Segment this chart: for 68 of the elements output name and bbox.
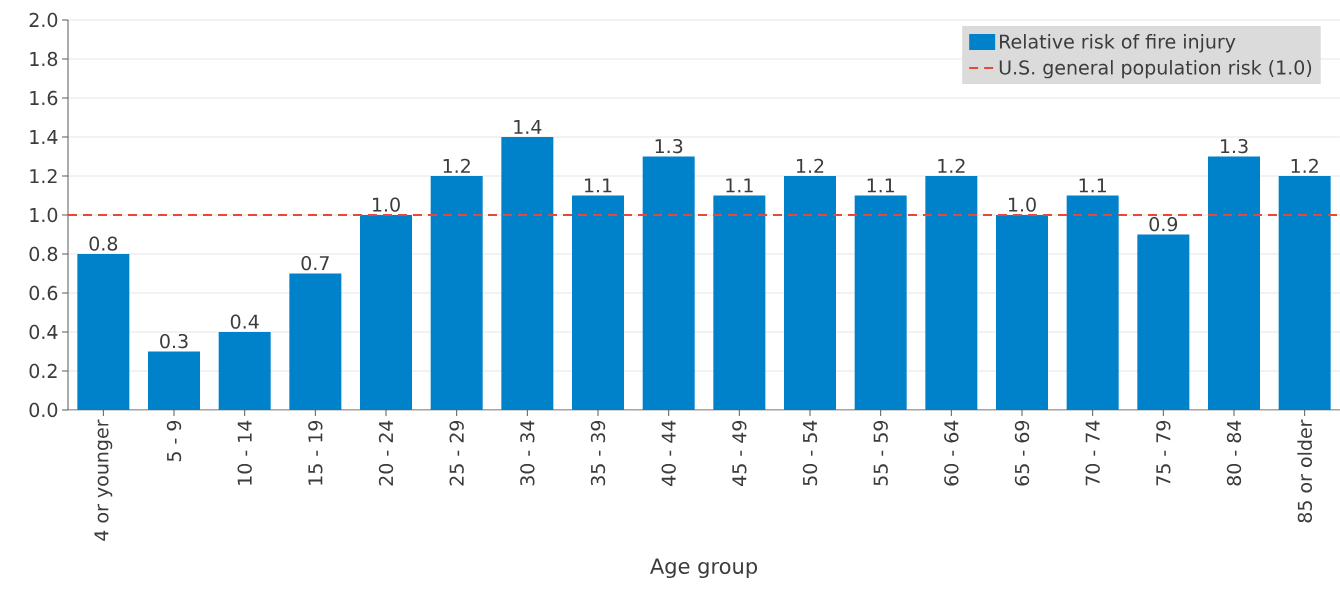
x-tick-label: 65 - 69 xyxy=(1014,420,1030,486)
data-label: 1.1 xyxy=(584,178,612,193)
y-tick-label: 0.8 xyxy=(29,246,58,262)
x-tick-label: 50 - 54 xyxy=(802,420,818,486)
data-label: 1.1 xyxy=(867,178,895,193)
bar xyxy=(996,214,1048,410)
x-tick-label: 35 - 39 xyxy=(590,420,606,486)
y-tick-label: 0.4 xyxy=(29,324,58,340)
data-label: 0.7 xyxy=(301,255,329,271)
x-tick-label: 20 - 24 xyxy=(378,420,394,486)
y-tick-label: 1.0 xyxy=(30,207,58,223)
y-tick-label: 1.2 xyxy=(30,168,57,184)
data-label: 1.2 xyxy=(938,158,965,173)
bar xyxy=(1066,195,1119,410)
legend-label: U.S. general population risk (1.0) xyxy=(999,59,1312,79)
data-label: 1.2 xyxy=(1291,158,1318,173)
bar xyxy=(77,253,130,410)
x-tick-label: 55 - 59 xyxy=(873,420,888,486)
data-label: 0.9 xyxy=(1149,216,1178,232)
data-label: 0.4 xyxy=(230,314,259,329)
x-tick-label: 10 - 14 xyxy=(237,420,252,485)
bar xyxy=(218,331,271,410)
legend-label: Relative risk of fire injury xyxy=(1000,34,1236,53)
bar xyxy=(925,175,978,410)
bar xyxy=(501,136,554,410)
bar xyxy=(148,351,201,410)
x-tick-label: 45 - 49 xyxy=(732,420,747,486)
bar xyxy=(1137,234,1190,410)
data-label: 1.0 xyxy=(1008,197,1036,212)
bar xyxy=(1278,175,1331,410)
data-label: 1.1 xyxy=(726,178,753,193)
data-label: 0.8 xyxy=(89,236,118,251)
x-tick-label: 15 - 19 xyxy=(308,420,323,485)
bar xyxy=(430,175,483,410)
y-tick-label: 0.0 xyxy=(29,402,58,418)
x-tick-label: 40 - 44 xyxy=(661,420,676,486)
x-tick-label: 60 - 64 xyxy=(944,420,959,486)
data-label: 1.3 xyxy=(1220,138,1248,154)
data-label: 1.4 xyxy=(514,119,542,134)
data-label: 1.2 xyxy=(443,158,470,173)
y-tick-label: 2.0 xyxy=(29,12,58,28)
x-tick-label: 5 - 9 xyxy=(166,420,182,462)
bar xyxy=(642,156,695,410)
x-tick-label: 75 - 79 xyxy=(1156,420,1171,486)
x-tick-label: 25 - 29 xyxy=(449,420,464,486)
data-label: 1.1 xyxy=(1079,178,1107,193)
data-label: 0.3 xyxy=(160,333,188,349)
data-label: 1.2 xyxy=(796,158,824,173)
x-tick-label: 85 or older xyxy=(1297,419,1313,523)
y-tick-label: 1.6 xyxy=(30,90,58,106)
x-tick-label: 70 - 74 xyxy=(1085,420,1100,486)
bar xyxy=(572,195,625,410)
x-axis-title: Age group xyxy=(650,558,758,579)
data-label: 1.0 xyxy=(372,197,400,212)
bar xyxy=(713,195,766,410)
bar xyxy=(784,175,837,410)
y-tick-label: 0.6 xyxy=(29,285,58,301)
y-tick-label: 1.4 xyxy=(30,130,58,144)
x-tick-label: 4 or younger xyxy=(94,419,113,541)
bar xyxy=(289,273,342,410)
bar xyxy=(360,214,413,410)
bar xyxy=(1208,156,1260,410)
data-label: 1.3 xyxy=(655,138,683,154)
y-tick-label: 1.8 xyxy=(30,51,58,67)
y-tick-label: 0.2 xyxy=(29,363,57,379)
x-tick-label: 30 - 34 xyxy=(520,420,535,486)
x-tick-label: 80 - 84 xyxy=(1226,420,1242,486)
bar xyxy=(854,195,907,410)
